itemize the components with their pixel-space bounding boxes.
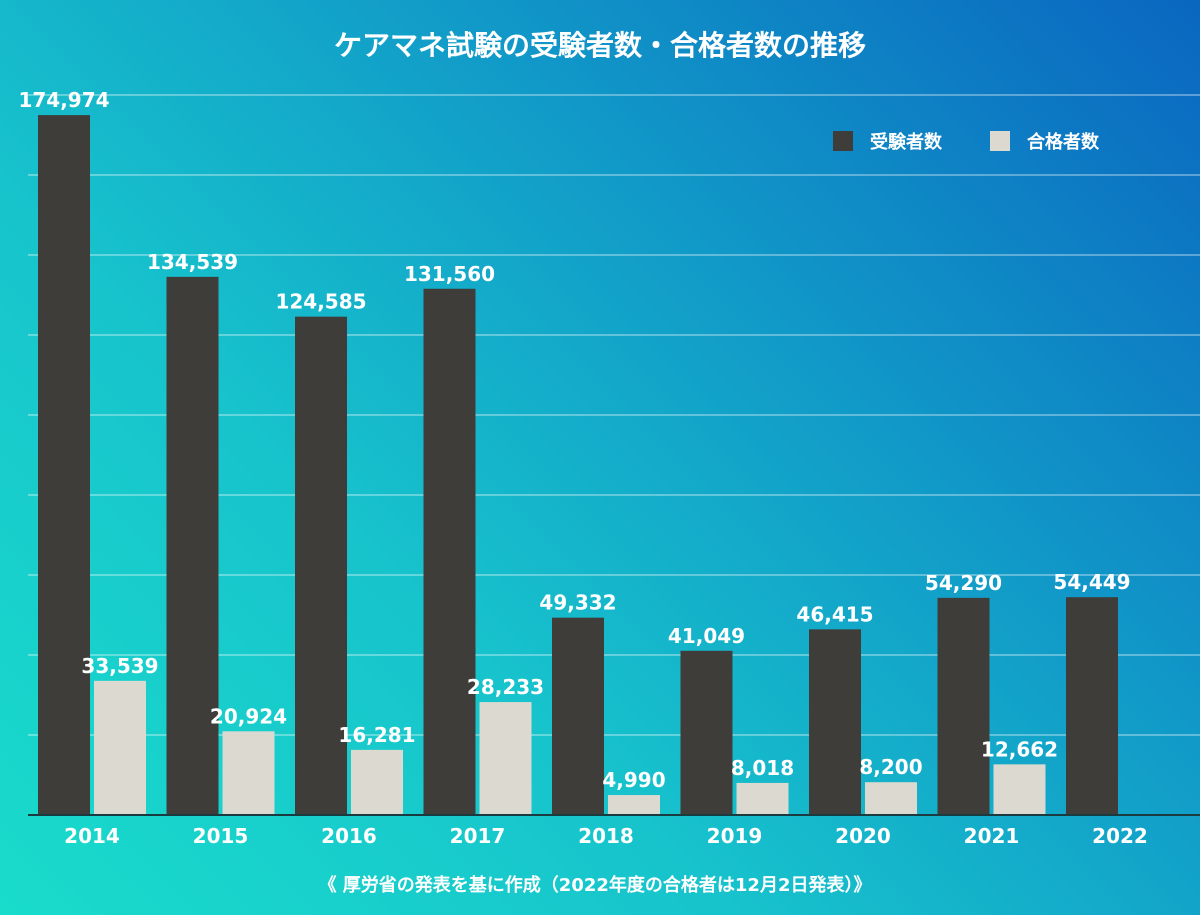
legend-label-applicants: 受験者数 [870, 131, 943, 153]
data-label-applicants-2017: 131,560 [404, 262, 495, 286]
bar-passers-2016 [351, 749, 403, 815]
bar-applicants-2016 [295, 316, 347, 815]
bar-applicants-2022 [1066, 597, 1118, 815]
bar-passers-2017 [479, 702, 532, 815]
bar-passers-2014 [94, 680, 146, 815]
gridlines [28, 94, 1200, 736]
bar-applicants-2018 [552, 617, 604, 815]
source-note: 《 厚労省の発表を基に作成（2022年度の合格者は12月2日発表）》 [319, 874, 872, 896]
x-tick-2019: 2019 [707, 824, 763, 848]
legend-swatch-passers [990, 131, 1010, 151]
data-label-applicants-2022: 54,449 [1053, 570, 1130, 594]
data-label-applicants-2018: 49,332 [539, 591, 616, 615]
legend-swatch-applicants [833, 131, 853, 151]
chart-title: ケアマネ試験の受験者数・合格者数の推移 [334, 29, 866, 62]
bar-applicants-2014 [38, 115, 90, 815]
bar-applicants-2015 [166, 276, 219, 815]
data-label-passers-2014: 33,539 [81, 654, 158, 678]
data-label-applicants-2014: 174,974 [18, 88, 109, 112]
x-tick-2016: 2016 [321, 824, 377, 848]
bar-passers-2020 [865, 782, 917, 815]
legend-label-passers: 合格者数 [1027, 131, 1100, 153]
x-tick-2014: 2014 [64, 824, 120, 848]
legend: 受験者数 合格者数 [833, 131, 1100, 153]
x-tick-2020: 2020 [835, 824, 891, 848]
x-tick-2017: 2017 [450, 824, 506, 848]
bar-applicants-2017 [423, 288, 476, 815]
x-tick-labels: 2014 2015 2016 2017 2018 2019 2020 2021 2022 [64, 824, 1148, 848]
data-label-passers-2020: 8,200 [859, 755, 922, 779]
data-label-passers-2016: 16,281 [338, 723, 415, 747]
data-label-passers-2015: 20,924 [210, 704, 287, 728]
bars: 174,974 33,539 134,539 20,924 124,585 16,281 1… [18, 88, 1131, 815]
bar-passers-2015 [222, 731, 275, 815]
data-label-passers-2021: 12,662 [981, 737, 1058, 761]
data-label-applicants-2016: 124,585 [275, 290, 366, 314]
data-label-applicants-2020: 46,415 [796, 602, 873, 626]
x-tick-2021: 2021 [964, 824, 1020, 848]
data-label-passers-2017: 28,233 [467, 675, 544, 699]
bar-passers-2021 [993, 764, 1046, 815]
bar-passers-2019 [736, 782, 789, 815]
bar-applicants-2021 [937, 597, 990, 815]
x-tick-2018: 2018 [578, 824, 634, 848]
data-label-applicants-2019: 41,049 [668, 624, 745, 648]
data-label-applicants-2015: 134,539 [147, 250, 238, 274]
data-label-passers-2019: 8,018 [731, 756, 794, 780]
data-label-passers-2018: 4,990 [602, 768, 665, 792]
bar-applicants-2020 [809, 629, 861, 815]
data-label-applicants-2021: 54,290 [925, 571, 1002, 595]
x-tick-2022: 2022 [1092, 824, 1148, 848]
bar-passers-2018 [608, 795, 660, 815]
x-tick-2015: 2015 [193, 824, 249, 848]
bar-applicants-2019 [680, 650, 733, 815]
